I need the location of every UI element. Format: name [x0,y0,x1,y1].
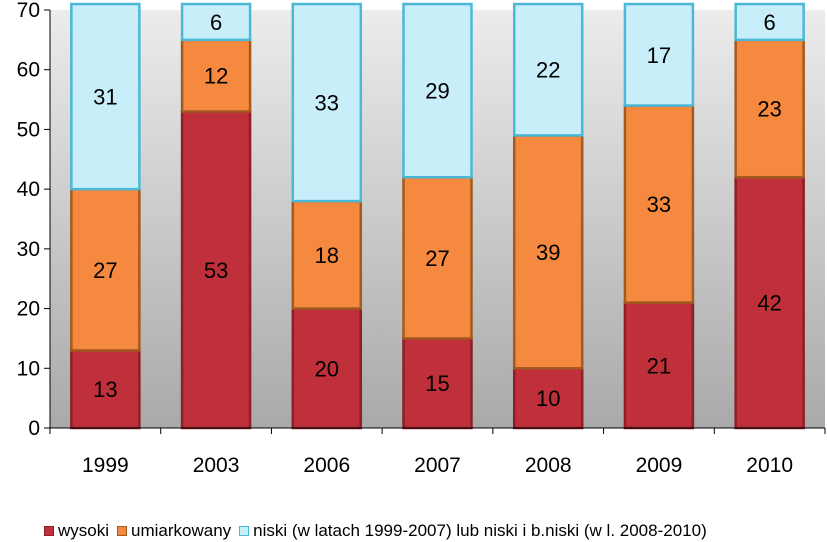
bar-segment-wysoki [623,301,695,430]
data-label: 33 [647,192,671,217]
data-label: 27 [93,258,117,283]
data-label: 15 [425,371,449,396]
legend-swatch-niski [239,526,250,536]
data-label: 20 [315,356,339,381]
bar-segment-wysoki [291,307,363,430]
y-tick-label: 70 [17,0,40,22]
data-label: 39 [536,240,560,265]
x-tick-label: 2003 [193,454,240,477]
bar-segment-umiarkowany [623,104,695,304]
bar-segment-niski [291,2,363,203]
bar-segment-niski [623,2,695,107]
data-label: 6 [764,10,776,35]
data-label: 29 [425,79,449,104]
legend: wysoki umiarkowany niski (w latach 1999-… [44,520,715,542]
data-labels-group: 13 27 31 53 12 6 20 18 33 15 27 29 10 39 22 21 33 17 42 23 6 [93,10,782,411]
bar-segment-wysoki [70,349,141,430]
data-label: 6 [210,10,222,35]
x-tick-label: 2006 [303,454,350,477]
bar-segment-wysoki [734,175,805,430]
data-label: 10 [536,386,560,411]
y-tick-label: 60 [17,59,40,82]
y-tick-label: 10 [17,357,40,380]
bar-segment-niski [402,2,473,179]
bar-segment-niski [70,2,141,191]
x-tick-label: 2009 [636,454,683,477]
x-tick-label: 2008 [525,454,572,477]
bar-segment-umiarkowany [402,175,473,340]
x-tick-label: 2010 [746,454,793,477]
x-tick-label: 1999 [82,454,129,477]
y-tick-label: 0 [28,417,40,440]
bar-segment-umiarkowany [734,38,805,179]
y-tick-label: 40 [17,178,40,201]
data-label: 53 [204,258,228,283]
data-label: 21 [647,353,671,378]
data-label: 42 [757,291,781,316]
legend-label-umiarkowany: umiarkowany [131,521,232,540]
bar-segment-niski [180,2,252,42]
data-label: 27 [425,246,449,271]
legend-label-wysoki: wysoki [58,521,110,540]
data-label: 22 [536,58,560,83]
legend-swatch-wysoki [44,526,54,536]
bars-group [70,2,805,430]
y-tick-label: 50 [17,118,40,141]
data-label: 13 [93,377,117,402]
data-label: 17 [647,43,671,68]
legend-item-umiarkowany: umiarkowany [117,521,231,541]
bar-segment-umiarkowany [291,199,363,310]
data-label: 18 [315,243,339,268]
bar-segment-niski [734,2,805,42]
x-tick-label: 2007 [414,454,461,477]
y-axis: 0 10 20 30 40 50 60 70 [17,0,50,440]
data-label: 23 [757,97,781,122]
legend-label-niski: niski (w latach 1999-2007) lub niski i b… [253,521,707,540]
data-label: 12 [204,64,228,89]
y-tick-label: 30 [17,238,40,261]
bar-segment-wysoki [512,367,584,430]
y-tick-label: 20 [17,298,40,321]
data-label: 33 [315,91,339,116]
legend-item-wysoki: wysoki [44,521,109,541]
legend-item-niski: niski (w latach 1999-2007) lub niski i b… [239,521,707,541]
x-axis: 1999 2003 2006 2007 2008 2009 2010 [49,428,826,477]
bar-segment-niski [512,2,584,137]
legend-swatch-umiarkowany [117,526,128,536]
data-label: 31 [93,85,117,110]
